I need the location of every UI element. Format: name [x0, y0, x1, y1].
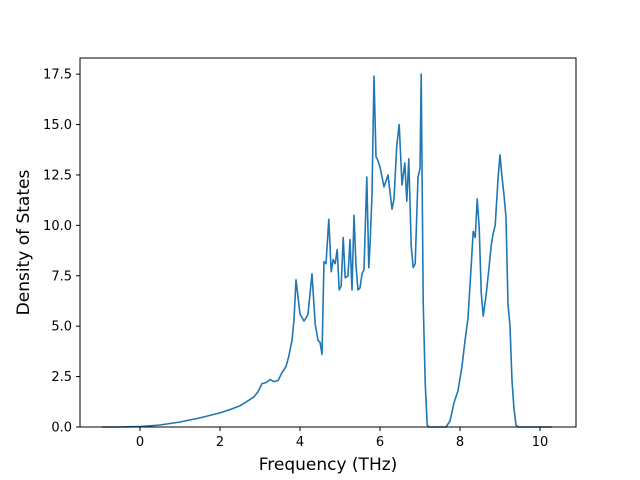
y-tick-label: 15.0 [43, 118, 72, 133]
x-tick-label: 8 [456, 435, 464, 450]
y-tick-label: 17.5 [43, 68, 72, 83]
x-tick-label: 4 [296, 435, 304, 450]
y-tick-label: 10.0 [43, 219, 72, 234]
y-tick-label: 12.5 [43, 168, 72, 183]
y-tick-label: 0.0 [51, 421, 72, 436]
x-tick-label: 10 [532, 435, 549, 450]
x-tick-label: 0 [136, 435, 144, 450]
x-axis-label: Frequency (THz) [259, 455, 398, 475]
dos-series-line-0 [102, 73, 552, 428]
x-axis-ticks: 0 2 4 6 8 10 [136, 427, 548, 450]
y-axis-label: Density of States [14, 170, 34, 316]
x-tick-label: 2 [216, 435, 224, 450]
plot-area [102, 73, 552, 428]
x-tick-label: 6 [376, 435, 384, 450]
y-tick-label: 7.5 [51, 269, 72, 284]
y-axis-ticks: 0.0 2.5 5.0 7.5 10.0 12.5 15.0 17.5 [43, 68, 80, 436]
axes-frame [79, 57, 577, 428]
y-tick-label: 5.0 [51, 320, 72, 335]
y-tick-label: 2.5 [51, 370, 72, 385]
